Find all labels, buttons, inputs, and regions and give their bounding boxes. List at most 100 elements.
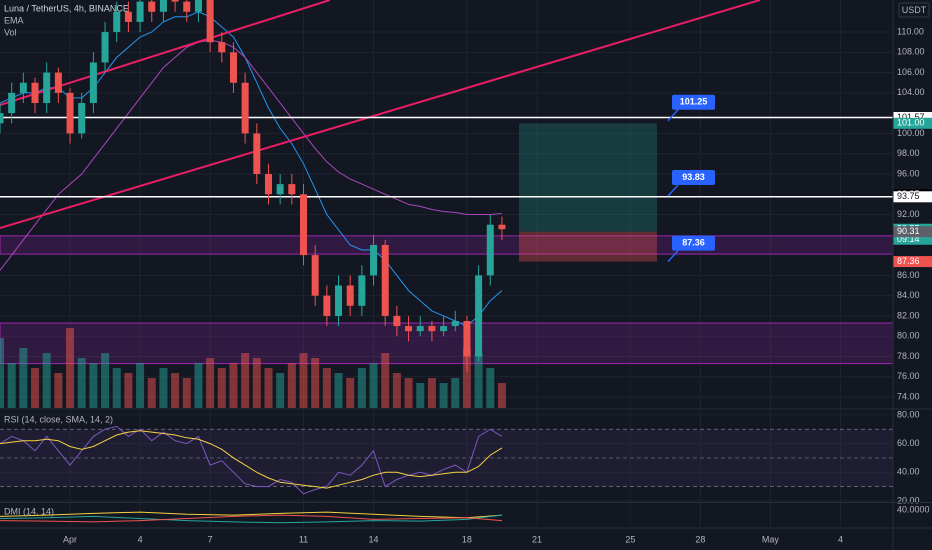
volume-bar [252,358,261,408]
volume-bar [101,353,110,408]
y-tick-label: 82.00 [897,310,920,320]
callout-label: 93.83 [682,172,705,182]
dmi-pane [0,511,502,524]
countdown: 09:14 [897,234,920,244]
candle-body [89,62,97,104]
y-tick-label: 80.00 [897,331,920,341]
volume-bar [439,383,448,408]
y-tick-label: 40.0000 [897,504,930,514]
candle-body [66,92,74,134]
volume-bar [497,383,506,408]
candle-body [498,224,506,230]
volume-bar [124,373,133,408]
indicator-line [0,514,502,523]
y-tick-label: 86.00 [897,270,920,280]
candle-body [393,315,401,327]
callout-box [672,169,715,185]
candle-body [218,42,226,53]
candle-body [194,0,202,12]
x-tick-label: 21 [532,534,542,544]
volume-bar [112,368,121,408]
candle-body [113,11,121,33]
price-label: 90.31 [897,226,920,236]
candle-body [159,0,167,12]
y-tick-label: 104.00 [897,87,925,97]
callout-label: 87.36 [682,237,705,247]
y-tick-label: 100.00 [897,128,925,138]
candle-body [451,321,459,327]
currency-box [898,2,930,18]
y-tick-label: 110.00 [897,26,924,36]
volume-bar [229,363,238,408]
candle-body [183,1,191,12]
main-pane: 101.25 93.83 87.36 [0,0,893,408]
price-label: 87.36 [897,256,920,266]
volume-bar [369,363,378,408]
volume-bar [299,353,308,408]
volume-bar [346,378,355,408]
y-tick-label: 74.00 [897,391,920,401]
candle-body [19,82,27,93]
trendline [0,0,761,229]
volume-bar [334,373,343,408]
candle-body [54,72,62,93]
candle-body [148,1,156,12]
volume-bar [171,373,180,408]
y-tick-label: 84.00 [897,290,920,300]
candle-body [171,0,179,2]
candle-body [124,11,132,22]
y-tick-label: 106.00 [897,67,925,77]
x-tick-label: May [762,534,780,544]
candle-body [311,255,319,296]
x-tick-label: 7 [208,534,213,544]
y-tick-label: 60.00 [897,438,920,448]
y-tick-label: 80.00 [897,409,920,419]
volume-bar [474,353,483,408]
callout-pointer [667,250,679,263]
price-label: 101.57 [897,112,925,122]
volume-bar [206,358,215,408]
candle-body [475,275,483,357]
candle-body [428,326,436,332]
volume-bar [77,358,86,408]
price-label-box [893,256,932,268]
volume-bar [416,383,425,408]
position-stop [518,231,657,262]
y-tick-label: 20.00 [897,495,920,505]
candle-body [31,82,39,104]
candle-body [288,184,296,195]
price-label-box [893,226,932,238]
volume-bar [31,368,40,408]
candle-body [335,285,343,316]
candle-body [264,173,272,195]
position-target [518,123,657,232]
callout-box [672,94,715,110]
y-tick-label: 96.00 [897,168,920,178]
callout-box [672,235,715,251]
indicator-label: Vol [4,27,17,37]
candle-body [0,113,4,124]
x-tick-label: 11 [299,534,308,544]
volume-bar [66,328,75,408]
price-label-box [893,112,932,124]
y-tick-label: 76.00 [897,371,920,381]
candle-body [276,184,284,195]
moving-average [0,11,503,327]
volume-bar [54,373,63,408]
volume-bar [451,378,460,408]
volume-bar [194,363,203,408]
symbol-title: Luna / TetherUS, 4h, BINANCE [4,3,129,13]
candle-body [78,103,86,134]
volume-bar [159,368,168,408]
volume-bar [357,368,366,408]
x-tick-label: 18 [462,534,472,544]
candle-body [229,52,237,83]
candle-body [370,244,378,276]
volume-bar [19,348,28,408]
y-tick-label: 108.00 [897,47,925,57]
volume-bar [42,353,51,408]
dmi-title: DMI (14, 14) [4,506,54,516]
volume-bar [217,368,226,408]
currency: USDT [902,5,927,15]
x-tick-label: 28 [695,534,705,544]
